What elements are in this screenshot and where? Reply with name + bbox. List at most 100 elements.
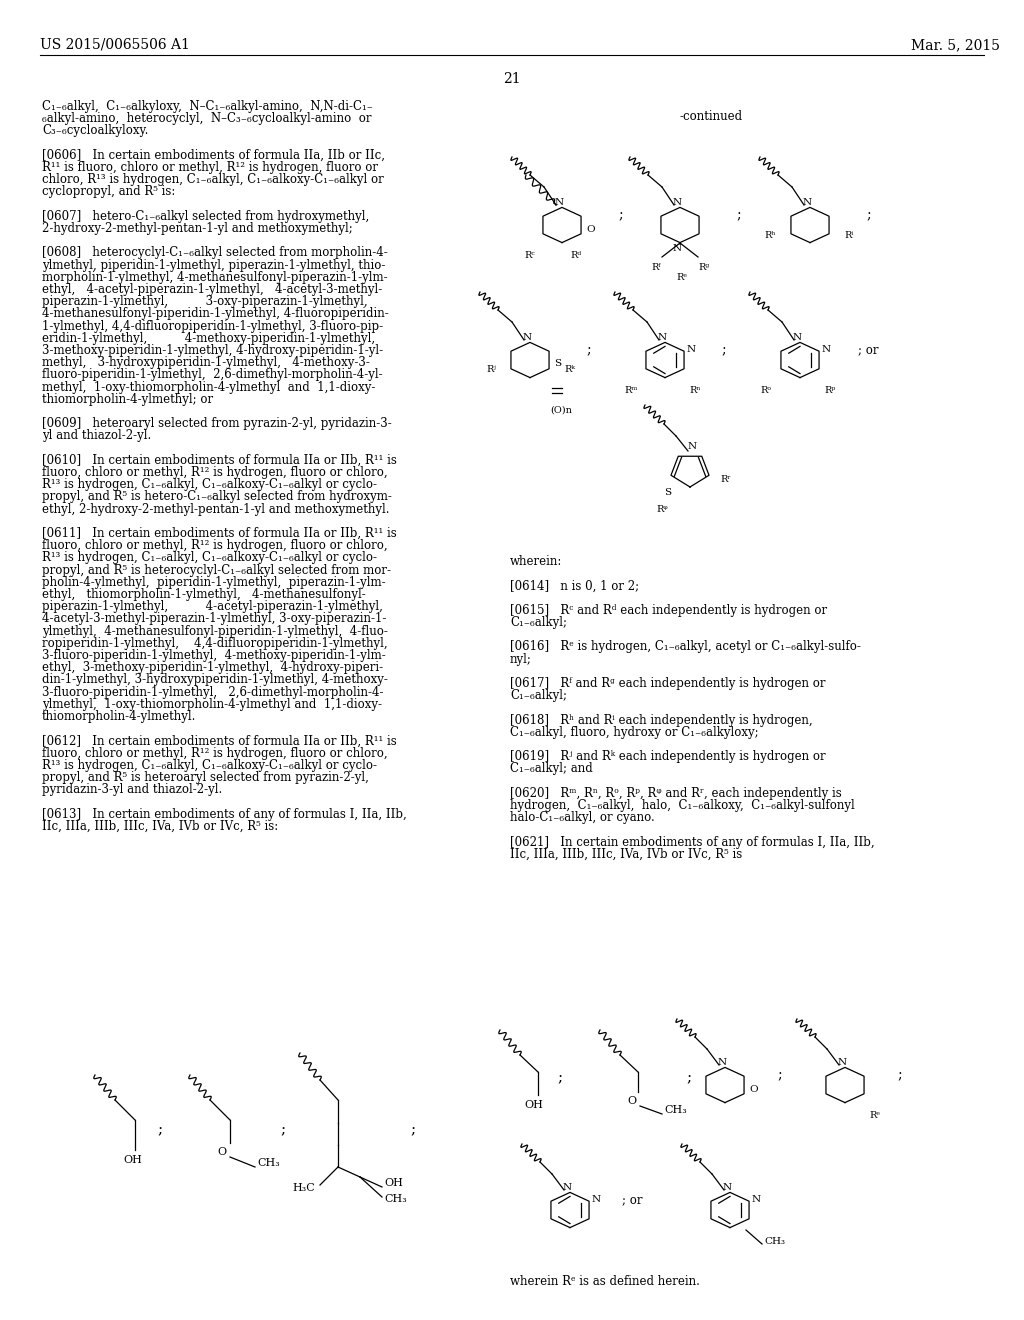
Text: thiomorpholin-4-ylmethyl; or: thiomorpholin-4-ylmethyl; or — [42, 393, 213, 405]
Text: Rᵈ: Rᵈ — [570, 251, 582, 260]
Text: N: N — [554, 198, 563, 207]
Text: N: N — [793, 333, 802, 342]
Text: IIc, IIIa, IIIb, IIIc, IVa, IVb or IVc, R⁵ is:: IIc, IIIa, IIIb, IIIc, IVa, IVb or IVc, … — [42, 820, 279, 833]
Text: R¹³ is hydrogen, C₁₋₆alkyl, C₁₋₆alkoxy-C₁₋₆alkyl or cyclo-: R¹³ is hydrogen, C₁₋₆alkyl, C₁₋₆alkoxy-C… — [42, 552, 377, 565]
Text: [0614]   n is 0, 1 or 2;: [0614] n is 0, 1 or 2; — [510, 579, 639, 593]
Text: [0618]   Rʰ and Rⁱ each independently is hydrogen,: [0618] Rʰ and Rⁱ each independently is h… — [510, 714, 813, 726]
Text: fluoro, chloro or methyl, R¹² is hydrogen, fluoro or chloro,: fluoro, chloro or methyl, R¹² is hydroge… — [42, 539, 388, 552]
Text: Rʳ: Rʳ — [720, 475, 731, 484]
Text: [0607]   hetero-C₁₋₆alkyl selected from hydroxymethyl,: [0607] hetero-C₁₋₆alkyl selected from hy… — [42, 210, 370, 223]
Text: O: O — [628, 1096, 637, 1106]
Text: Rⁿ: Rⁿ — [689, 385, 700, 395]
Text: ;: ; — [157, 1123, 162, 1137]
Text: [0606]   In certain embodiments of formula IIa, IIb or IIc,: [0606] In certain embodiments of formula… — [42, 149, 385, 162]
Text: ;: ; — [686, 1071, 691, 1085]
Text: ;: ; — [866, 209, 870, 222]
Text: N: N — [673, 244, 682, 253]
Text: methyl,  1-oxy-thiomorpholin-4-ylmethyl  and  1,1-dioxy-: methyl, 1-oxy-thiomorpholin-4-ylmethyl a… — [42, 380, 376, 393]
Text: wherein Rᵉ is as defined herein.: wherein Rᵉ is as defined herein. — [510, 1275, 699, 1288]
Text: ;: ; — [721, 343, 726, 356]
Text: N: N — [592, 1196, 601, 1204]
Text: Rⁱ: Rⁱ — [844, 231, 853, 239]
Text: Rᵍ: Rᵍ — [698, 263, 710, 272]
Text: pyridazin-3-yl and thiazol-2-yl.: pyridazin-3-yl and thiazol-2-yl. — [42, 783, 222, 796]
Text: [0612]   In certain embodiments of formula IIa or IIb, R¹¹ is: [0612] In certain embodiments of formula… — [42, 734, 396, 747]
Text: ethyl,   4-acetyl-piperazin-1-ylmethyl,   4-acetyl-3-methyl-: ethyl, 4-acetyl-piperazin-1-ylmethyl, 4-… — [42, 282, 382, 296]
Text: [0620]   Rᵐ, Rⁿ, Rᵒ, Rᵖ, Rᵠ and Rʳ, each independently is: [0620] Rᵐ, Rⁿ, Rᵒ, Rᵖ, Rᵠ and Rʳ, each i… — [510, 787, 842, 800]
Text: N: N — [723, 1183, 731, 1192]
Text: 2-hydroxy-2-methyl-pentan-1-yl and methoxymethyl;: 2-hydroxy-2-methyl-pentan-1-yl and metho… — [42, 222, 352, 235]
Text: N: N — [522, 333, 531, 342]
Text: OH: OH — [124, 1155, 142, 1166]
Text: din-1-ylmethyl, 3-hydroxypiperidin-1-ylmethyl, 4-methoxy-: din-1-ylmethyl, 3-hydroxypiperidin-1-ylm… — [42, 673, 388, 686]
Text: [0608]   heterocyclyl-C₁₋₆alkyl selected from morpholin-4-: [0608] heterocyclyl-C₁₋₆alkyl selected f… — [42, 247, 388, 260]
Text: O: O — [217, 1147, 226, 1158]
Text: R¹³ is hydrogen, C₁₋₆alkyl, C₁₋₆alkoxy-C₁₋₆alkyl or cyclo-: R¹³ is hydrogen, C₁₋₆alkyl, C₁₋₆alkoxy-C… — [42, 478, 377, 491]
Text: Rᵉ: Rᵉ — [677, 273, 687, 282]
Text: ylmethyl, piperidin-1-ylmethyl, piperazin-1-ylmethyl, thio-: ylmethyl, piperidin-1-ylmethyl, piperazi… — [42, 259, 385, 272]
Text: ;: ; — [736, 209, 740, 222]
Text: ;: ; — [897, 1068, 901, 1082]
Text: propyl, and R⁵ is heteroaryl selected from pyrazin-2-yl,: propyl, and R⁵ is heteroaryl selected fr… — [42, 771, 369, 784]
Text: ; or: ; or — [858, 343, 879, 356]
Text: wherein:: wherein: — [510, 554, 562, 568]
Text: fluoro, chloro or methyl, R¹² is hydrogen, fluoro or chloro,: fluoro, chloro or methyl, R¹² is hydroge… — [42, 466, 388, 479]
Text: hydrogen,  C₁₋₆alkyl,  halo,  C₁₋₆alkoxy,  C₁₋₆alkyl-sulfonyl: hydrogen, C₁₋₆alkyl, halo, C₁₋₆alkoxy, C… — [510, 799, 855, 812]
Text: methyl,   3-hydroxypiperidin-1-ylmethyl,   4-methoxy-3-: methyl, 3-hydroxypiperidin-1-ylmethyl, 4… — [42, 356, 370, 370]
Text: Rᵏ: Rᵏ — [564, 366, 574, 375]
Text: N: N — [673, 198, 682, 207]
Text: N: N — [562, 1183, 571, 1192]
Text: ;: ; — [280, 1123, 285, 1137]
Text: ;: ; — [586, 343, 591, 356]
Text: nyl;: nyl; — [510, 652, 531, 665]
Text: morpholin-1-ylmethyl, 4-methanesulfonyl-piperazin-1-ylm-: morpholin-1-ylmethyl, 4-methanesulfonyl-… — [42, 271, 388, 284]
Text: N: N — [687, 442, 696, 451]
Text: N: N — [838, 1059, 847, 1067]
Text: C₁₋₆alkyl;: C₁₋₆alkyl; — [510, 616, 567, 630]
Text: [0615]   Rᶜ and Rᵈ each independently is hydrogen or: [0615] Rᶜ and Rᵈ each independently is h… — [510, 603, 827, 616]
Text: fluoro-piperidin-1-ylmethyl,  2,6-dimethyl-morpholin-4-yl-: fluoro-piperidin-1-ylmethyl, 2,6-dimethy… — [42, 368, 383, 381]
Text: [0613]   In certain embodiments of any of formulas I, IIa, IIb,: [0613] In certain embodiments of any of … — [42, 808, 407, 821]
Text: C₁₋₆alkyl; and: C₁₋₆alkyl; and — [510, 763, 593, 775]
Text: cyclopropyl, and R⁵ is:: cyclopropyl, and R⁵ is: — [42, 185, 175, 198]
Text: N: N — [822, 346, 831, 355]
Text: ;: ; — [557, 1071, 562, 1085]
Text: Rᵠ: Rᵠ — [656, 506, 668, 513]
Text: IIc, IIIa, IIIb, IIIc, IVa, IVb or IVc, R⁵ is: IIc, IIIa, IIIb, IIIc, IVa, IVb or IVc, … — [510, 847, 742, 861]
Text: N: N — [718, 1059, 727, 1067]
Text: Rᵒ: Rᵒ — [761, 385, 771, 395]
Text: US 2015/0065506 A1: US 2015/0065506 A1 — [40, 38, 189, 51]
Text: Mar. 5, 2015: Mar. 5, 2015 — [911, 38, 1000, 51]
Text: [0619]   Rʲ and Rᵏ each independently is hydrogen or: [0619] Rʲ and Rᵏ each independently is h… — [510, 750, 825, 763]
Text: [0617]   Rᶠ and Rᵍ each independently is hydrogen or: [0617] Rᶠ and Rᵍ each independently is h… — [510, 677, 825, 690]
Text: CH₃: CH₃ — [664, 1105, 687, 1115]
Text: [0621]   In certain embodiments of any of formulas I, IIa, IIb,: [0621] In certain embodiments of any of … — [510, 836, 874, 849]
Text: 4-methanesulfonyl-piperidin-1-ylmethyl, 4-fluoropiperidin-: 4-methanesulfonyl-piperidin-1-ylmethyl, … — [42, 308, 389, 321]
Text: ₆alkyl-amino,  heterocyclyl,  N–C₃₋₆cycloalkyl-amino  or: ₆alkyl-amino, heterocyclyl, N–C₃₋₆cycloa… — [42, 112, 372, 125]
Text: C₁₋₆alkyl;: C₁₋₆alkyl; — [510, 689, 567, 702]
Text: S: S — [554, 359, 561, 368]
Text: [0609]   heteroaryl selected from pyrazin-2-yl, pyridazin-3-: [0609] heteroaryl selected from pyrazin-… — [42, 417, 392, 430]
Text: ropiperidin-1-ylmethyl,    4,4-difluoropiperidin-1-ylmethyl,: ropiperidin-1-ylmethyl, 4,4-difluoropipe… — [42, 636, 388, 649]
Text: [0611]   In certain embodiments of formula IIa or IIb, R¹¹ is: [0611] In certain embodiments of formula… — [42, 527, 396, 540]
Text: CH₃: CH₃ — [384, 1195, 407, 1204]
Text: Rᵐ: Rᵐ — [625, 385, 638, 395]
Text: N: N — [752, 1196, 761, 1204]
Text: N: N — [803, 198, 812, 207]
Text: Rʰ: Rʰ — [764, 231, 776, 239]
Text: O: O — [586, 224, 595, 234]
Text: S: S — [665, 488, 672, 498]
Text: OH: OH — [384, 1177, 402, 1188]
Text: C₁₋₆alkyl,  C₁₋₆alkyloxy,  N–C₁₋₆alkyl-amino,  N,N-di-C₁₋: C₁₋₆alkyl, C₁₋₆alkyloxy, N–C₁₋₆alkyl-ami… — [42, 100, 373, 114]
Text: [0610]   In certain embodiments of formula IIa or IIb, R¹¹ is: [0610] In certain embodiments of formula… — [42, 454, 397, 467]
Text: 3-methoxy-piperidin-1-ylmethyl, 4-hydroxy-piperidin-1-yl-: 3-methoxy-piperidin-1-ylmethyl, 4-hydrox… — [42, 345, 383, 356]
Text: C₃₋₆cycloalkyloxy.: C₃₋₆cycloalkyloxy. — [42, 124, 148, 137]
Text: eridin-1-ylmethyl,          4-methoxy-piperidin-1-ylmethyl,: eridin-1-ylmethyl, 4-methoxy-piperidin-1… — [42, 331, 375, 345]
Text: O: O — [749, 1085, 758, 1093]
Text: 4-acetyl-3-methyl-piperazin-1-ylmethyl, 3-oxy-piperazin-1-: 4-acetyl-3-methyl-piperazin-1-ylmethyl, … — [42, 612, 386, 626]
Text: C₁₋₆alkyl, fluoro, hydroxy or C₁₋₆alkyloxy;: C₁₋₆alkyl, fluoro, hydroxy or C₁₋₆alkylo… — [510, 726, 759, 739]
Text: 21: 21 — [503, 73, 521, 86]
Text: N: N — [657, 333, 667, 342]
Text: Rʲ: Rʲ — [486, 366, 496, 375]
Text: piperazin-1-ylmethyl,          4-acetyl-piperazin-1-ylmethyl,: piperazin-1-ylmethyl, 4-acetyl-piperazin… — [42, 601, 383, 614]
